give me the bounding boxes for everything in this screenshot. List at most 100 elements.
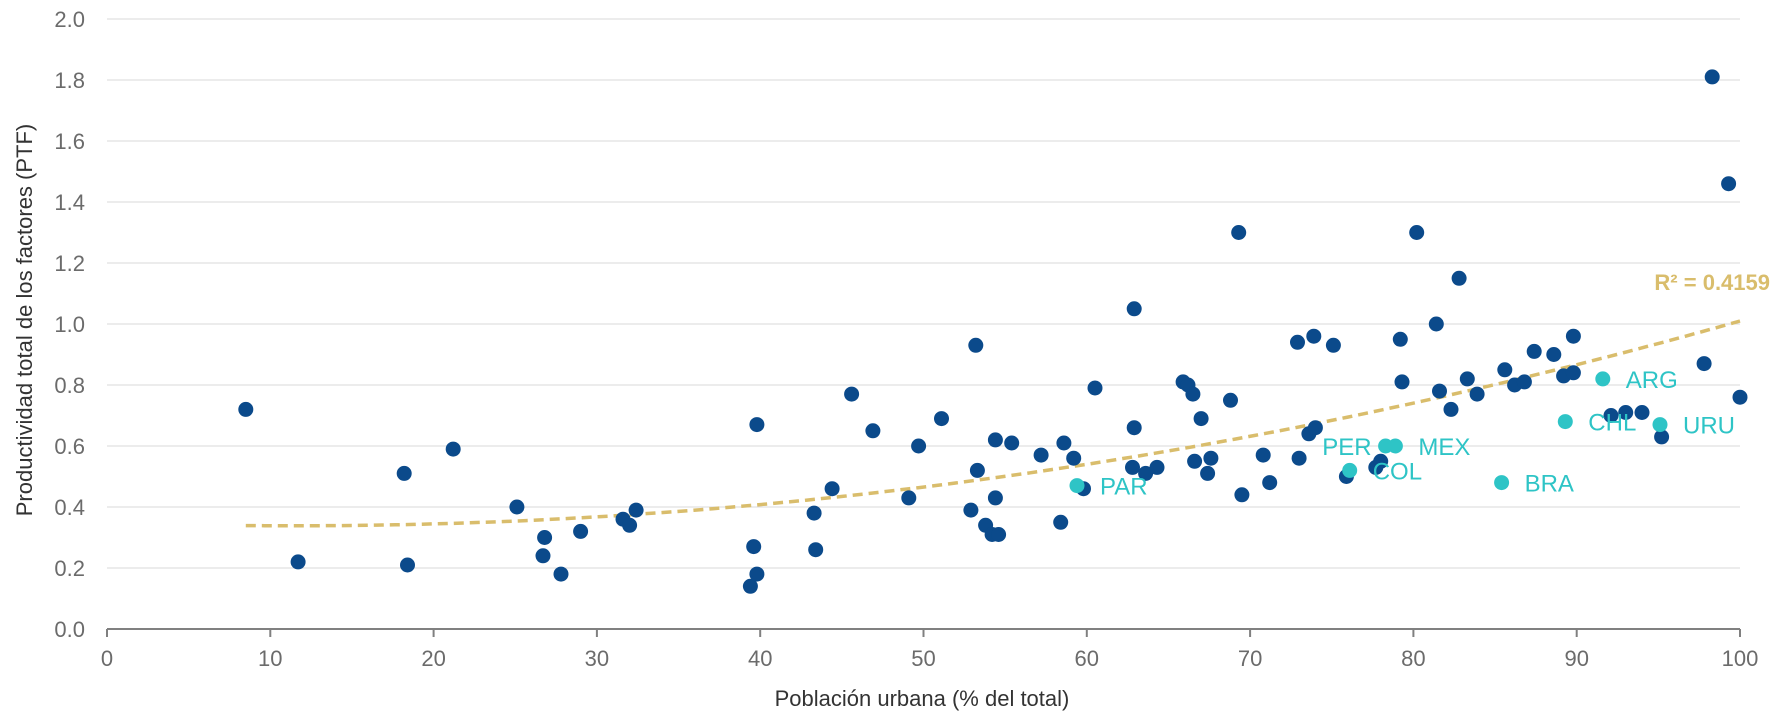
- x-tick-label: 100: [1722, 646, 1759, 671]
- data-point: [1451, 270, 1467, 286]
- data-point: [1187, 453, 1203, 469]
- data-point: [1223, 392, 1238, 408]
- data-point: [1306, 328, 1322, 344]
- data-point: [509, 499, 525, 515]
- x-tick-label: 0: [101, 646, 113, 671]
- data-point: [290, 554, 306, 570]
- y-tick-label: 0.2: [54, 556, 85, 581]
- data-point: [628, 502, 644, 518]
- data-point: [1231, 225, 1247, 240]
- data-point: [749, 566, 765, 582]
- data-point: [1262, 475, 1278, 491]
- point-label-arg: ARG: [1626, 367, 1678, 394]
- data-point: [991, 527, 1007, 542]
- data-point: [749, 417, 765, 433]
- data-point: [622, 517, 638, 533]
- x-tick-label: 40: [748, 646, 772, 671]
- y-tick-label: 2.0: [54, 7, 85, 32]
- data-point: [1469, 386, 1485, 402]
- data-point: [968, 337, 984, 353]
- highlight-point-arg: [1595, 371, 1611, 387]
- point-label-mex: MEX: [1418, 434, 1470, 461]
- data-point: [1185, 386, 1201, 402]
- data-point: [1654, 429, 1670, 445]
- data-point: [1126, 420, 1142, 436]
- data-point: [1149, 459, 1165, 475]
- data-point: [1066, 450, 1082, 466]
- data-point: [1526, 343, 1542, 359]
- y-tick-label: 1.8: [54, 68, 85, 93]
- data-point: [824, 481, 840, 497]
- y-tick-label: 0.4: [54, 495, 85, 520]
- data-point: [1443, 401, 1459, 417]
- data-points: [238, 69, 1748, 594]
- data-point: [987, 490, 1003, 506]
- data-point: [1634, 405, 1650, 420]
- y-tick-label: 1.2: [54, 251, 85, 276]
- point-label-per: PER: [1322, 434, 1371, 461]
- y-tick-label: 1.0: [54, 312, 85, 337]
- data-point: [1193, 411, 1209, 427]
- x-tick-label: 30: [585, 646, 609, 671]
- highlight-point-col: [1342, 462, 1358, 478]
- point-label-par: PAR: [1100, 474, 1148, 501]
- x-tick-label: 90: [1564, 646, 1588, 671]
- highlight-point-mex: [1387, 438, 1403, 454]
- y-tick-label: 0.0: [54, 617, 85, 642]
- y-axis-title: Productividad total de los factores (PTF…: [12, 124, 37, 517]
- x-tick-label: 10: [258, 646, 282, 671]
- data-point: [1392, 331, 1408, 347]
- x-tick-label: 80: [1401, 646, 1425, 671]
- data-point: [1732, 389, 1748, 405]
- highlight-point-bra: [1494, 475, 1510, 491]
- data-point: [1053, 514, 1069, 530]
- data-point: [746, 539, 762, 555]
- data-point: [1325, 337, 1341, 353]
- y-tick-labels: 0.0 0.2 0.4 0.6 0.8 1.0 1.2 1.4 1.6 1.8 2.0: [54, 7, 85, 642]
- data-point: [1033, 447, 1049, 463]
- data-point: [1565, 328, 1581, 344]
- data-point: [1409, 225, 1425, 240]
- data-point: [1200, 465, 1216, 481]
- highlight-point-chl: [1557, 414, 1573, 430]
- highlight-point-par: [1069, 478, 1085, 494]
- data-point: [1125, 459, 1140, 475]
- data-point: [865, 423, 881, 439]
- data-point: [1603, 408, 1619, 423]
- data-point: [1138, 465, 1154, 481]
- point-label-col: COL: [1373, 458, 1422, 485]
- data-point: [806, 505, 822, 521]
- data-point: [844, 386, 860, 402]
- data-point: [1565, 365, 1581, 381]
- highlight-point-uru: [1652, 417, 1668, 433]
- point-label-bra: BRA: [1525, 471, 1574, 498]
- data-point: [396, 465, 412, 481]
- data-point: [1203, 450, 1219, 466]
- data-point: [934, 411, 949, 427]
- data-point: [901, 490, 917, 506]
- r-squared-label: R² = 0.4159: [1654, 270, 1770, 295]
- data-point: [1696, 356, 1712, 372]
- data-point: [1516, 374, 1532, 390]
- data-point: [1432, 383, 1447, 399]
- data-point: [1126, 301, 1142, 317]
- data-point: [1004, 435, 1020, 451]
- data-point: [808, 542, 824, 558]
- data-point: [1497, 362, 1513, 378]
- y-tick-label: 0.8: [54, 373, 85, 398]
- point-label-chl: CHL: [1588, 410, 1636, 437]
- data-point: [1394, 374, 1410, 390]
- data-point: [1087, 380, 1103, 396]
- data-point: [537, 530, 553, 545]
- data-point: [742, 578, 758, 594]
- data-point: [573, 523, 589, 539]
- data-point: [535, 548, 551, 564]
- data-point: [1373, 453, 1389, 469]
- data-point: [969, 462, 985, 478]
- data-point: [1459, 371, 1475, 387]
- data-point: [1428, 316, 1444, 332]
- data-point: [987, 432, 1003, 448]
- data-point: [963, 502, 979, 518]
